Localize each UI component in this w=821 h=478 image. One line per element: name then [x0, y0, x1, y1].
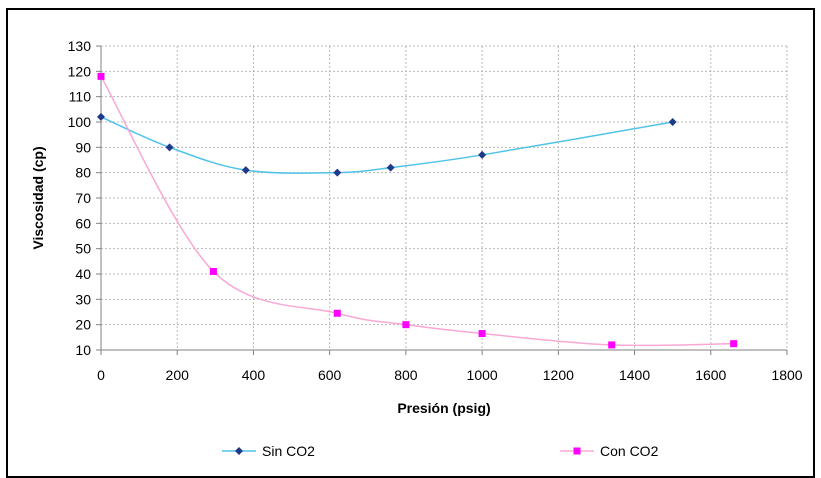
- x-tick-label: 1800: [771, 367, 802, 383]
- x-tick-label: 1200: [543, 367, 574, 383]
- series-con-co2: [97, 72, 738, 349]
- data-point: [386, 163, 395, 172]
- y-tick-label: 20: [75, 317, 91, 333]
- data-point: [209, 267, 217, 275]
- y-tick-label: 10: [75, 342, 91, 358]
- legend: Sin CO2 Con CO2: [222, 443, 659, 459]
- x-tick-label: 1400: [619, 367, 650, 383]
- data-point: [478, 150, 487, 159]
- x-tick-label: 0: [97, 367, 105, 383]
- x-tick-label: 600: [318, 367, 342, 383]
- legend-marker: [573, 447, 581, 455]
- data-point: [97, 112, 105, 121]
- y-tick-label: 90: [75, 139, 91, 155]
- y-tick-label: 110: [69, 89, 92, 105]
- x-tick-label: 400: [242, 367, 266, 383]
- legend-item: Con CO2: [560, 443, 659, 459]
- x-tick-label: 200: [166, 367, 190, 383]
- y-tick-label: 130: [68, 38, 92, 54]
- y-tick-label: 70: [75, 190, 91, 206]
- data-point: [165, 143, 174, 152]
- y-tick-label: 30: [75, 291, 91, 307]
- legend-label: Con CO2: [600, 443, 659, 459]
- legend-item: Sin CO2: [222, 443, 315, 459]
- series-sin-co2: [97, 112, 677, 177]
- data-point: [478, 330, 486, 338]
- data-point: [402, 321, 410, 329]
- y-tick-label: 80: [75, 165, 91, 181]
- x-tick-label: 800: [394, 367, 418, 383]
- data-point: [333, 168, 342, 177]
- y-tick-label: 40: [75, 266, 91, 282]
- legend-marker: [235, 447, 243, 455]
- y-tick-label: 100: [68, 114, 92, 130]
- y-axis-title: Viscosidad (cp): [30, 146, 46, 249]
- y-tick-label: 60: [75, 215, 91, 231]
- series: [97, 72, 738, 349]
- data-point: [668, 118, 677, 126]
- x-tick-label: 1600: [695, 367, 726, 383]
- plot-area: [101, 46, 787, 350]
- data-point: [97, 72, 105, 80]
- grid: [101, 45, 788, 350]
- x-tick-label: 1000: [467, 367, 498, 383]
- y-tick-label: 50: [75, 241, 91, 257]
- legend-label: Sin CO2: [262, 443, 315, 459]
- data-point: [333, 309, 341, 317]
- data-point: [608, 341, 616, 349]
- x-axis-title: Presión (psig): [397, 400, 490, 416]
- data-point: [241, 166, 250, 175]
- data-point: [730, 340, 738, 348]
- y-tick-label: 120: [68, 63, 92, 79]
- axes: 10 20 30 40 50 60 70 80 90 100 110 120 130 0 200 400 600…: [68, 38, 803, 383]
- chart: 10 20 30 40 50 60 70 80 90 100 110 120 130 0 200 400 600…: [30, 38, 803, 459]
